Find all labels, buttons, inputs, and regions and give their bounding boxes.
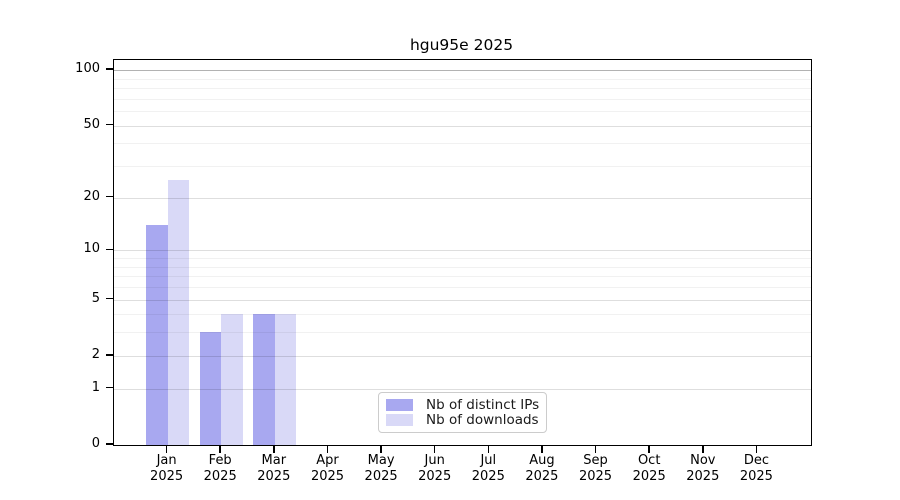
- minor-gridline: [114, 332, 811, 334]
- x-tick: [273, 445, 275, 453]
- y-tick: [106, 248, 113, 251]
- y-tick-label: 2: [91, 346, 100, 362]
- legend-swatch-distinct-ips: [386, 398, 413, 411]
- x-tick: [541, 445, 543, 453]
- legend-label-distinct-ips: Nb of distinct IPs: [426, 396, 540, 413]
- legend-label-downloads: Nb of downloads: [426, 412, 539, 429]
- major-gridline: [114, 355, 811, 357]
- x-tick: [326, 445, 329, 453]
- x-tick-label: Aug 2025: [512, 453, 572, 485]
- legend: Nb of distinct IPs Nb of downloads: [378, 392, 547, 433]
- legend-item-downloads: Nb of downloads: [386, 412, 539, 429]
- chart-title: hgu95e 2025: [409, 36, 514, 54]
- major-gridline: [114, 125, 811, 127]
- x-tick: [648, 445, 650, 453]
- x-tick-label: Jul 2025: [458, 453, 518, 485]
- y-tick: [106, 297, 113, 300]
- bar-nb-of-distinct-ips-feb: [199, 332, 222, 445]
- y-tick: [106, 443, 113, 445]
- x-tick: [487, 445, 490, 453]
- x-tick: [755, 445, 758, 453]
- legend-swatch-downloads: [386, 414, 413, 427]
- x-tick-label: Feb 2025: [190, 453, 250, 485]
- minor-gridline: [114, 111, 811, 113]
- y-tick-label: 10: [83, 241, 100, 257]
- x-tick-year: 2025: [310, 469, 345, 484]
- x-tick-label: Dec 2025: [726, 453, 786, 485]
- x-tick-year: 2025: [150, 469, 184, 484]
- y-tick: [106, 123, 113, 126]
- x-tick-label: Sep 2025: [566, 453, 626, 485]
- minor-gridline: [114, 276, 811, 278]
- major-gridline: [114, 197, 811, 199]
- major-gridline: [114, 388, 811, 390]
- y-tick: [106, 386, 113, 389]
- x-tick-year: 2025: [471, 469, 505, 484]
- x-tick-year: 2025: [686, 469, 720, 484]
- minor-gridline: [114, 266, 811, 268]
- x-tick-year: 2025: [257, 469, 291, 484]
- bar-nb-of-distinct-ips-mar: [253, 314, 275, 445]
- top-gridline: [114, 70, 811, 72]
- x-tick-year: 2025: [203, 469, 237, 484]
- y-tick: [106, 354, 113, 356]
- minor-gridline: [114, 143, 811, 145]
- x-tick-label: Mar 2025: [244, 453, 304, 485]
- bar-nb-of-distinct-ips-jan: [146, 225, 168, 445]
- minor-gridline: [114, 258, 811, 259]
- x-tick-label: Apr 2025: [298, 453, 358, 485]
- x-tick-year: 2025: [632, 469, 666, 484]
- x-tick: [433, 445, 436, 453]
- x-tick-label: May 2025: [351, 453, 411, 485]
- x-tick-label: Nov 2025: [673, 453, 733, 485]
- x-tick-label: Jan 2025: [137, 453, 197, 485]
- x-tick: [165, 445, 168, 453]
- minor-gridline: [114, 314, 811, 316]
- x-tick: [219, 445, 221, 453]
- y-tick-label: 100: [75, 61, 100, 77]
- y-tick-label: 1: [91, 379, 100, 395]
- y-tick-label: 0: [91, 436, 100, 451]
- x-tick-label: Jun 2025: [405, 453, 465, 485]
- minor-gridline: [114, 98, 811, 100]
- x-tick-label: Oct 2025: [619, 453, 679, 485]
- x-tick-year: 2025: [578, 469, 613, 484]
- x-tick-year: 2025: [739, 469, 773, 484]
- minor-gridline: [114, 88, 811, 90]
- y-tick-label: 20: [83, 188, 100, 204]
- y-tick: [106, 195, 113, 198]
- minor-gridline: [114, 166, 811, 168]
- legend-item-distinct-ips: Nb of distinct IPs: [386, 396, 540, 413]
- minor-gridline: [114, 78, 811, 80]
- x-tick-year: 2025: [418, 469, 452, 484]
- major-gridline: [114, 250, 811, 252]
- x-tick: [594, 445, 597, 453]
- x-tick-year: 2025: [525, 469, 559, 484]
- plot-area: [113, 59, 812, 446]
- bar-nb-of-downloads-feb: [221, 314, 243, 445]
- y-tick-label: 5: [91, 290, 100, 306]
- x-tick-year: 2025: [364, 469, 398, 484]
- y-tick: [106, 68, 113, 70]
- y-tick-label: 50: [83, 116, 100, 132]
- major-gridline: [114, 299, 811, 301]
- bar-nb-of-downloads-mar: [274, 314, 297, 445]
- minor-gridline: [114, 287, 811, 288]
- x-tick: [380, 445, 382, 453]
- bar-nb-of-downloads-jan: [167, 180, 189, 445]
- x-tick: [702, 445, 704, 453]
